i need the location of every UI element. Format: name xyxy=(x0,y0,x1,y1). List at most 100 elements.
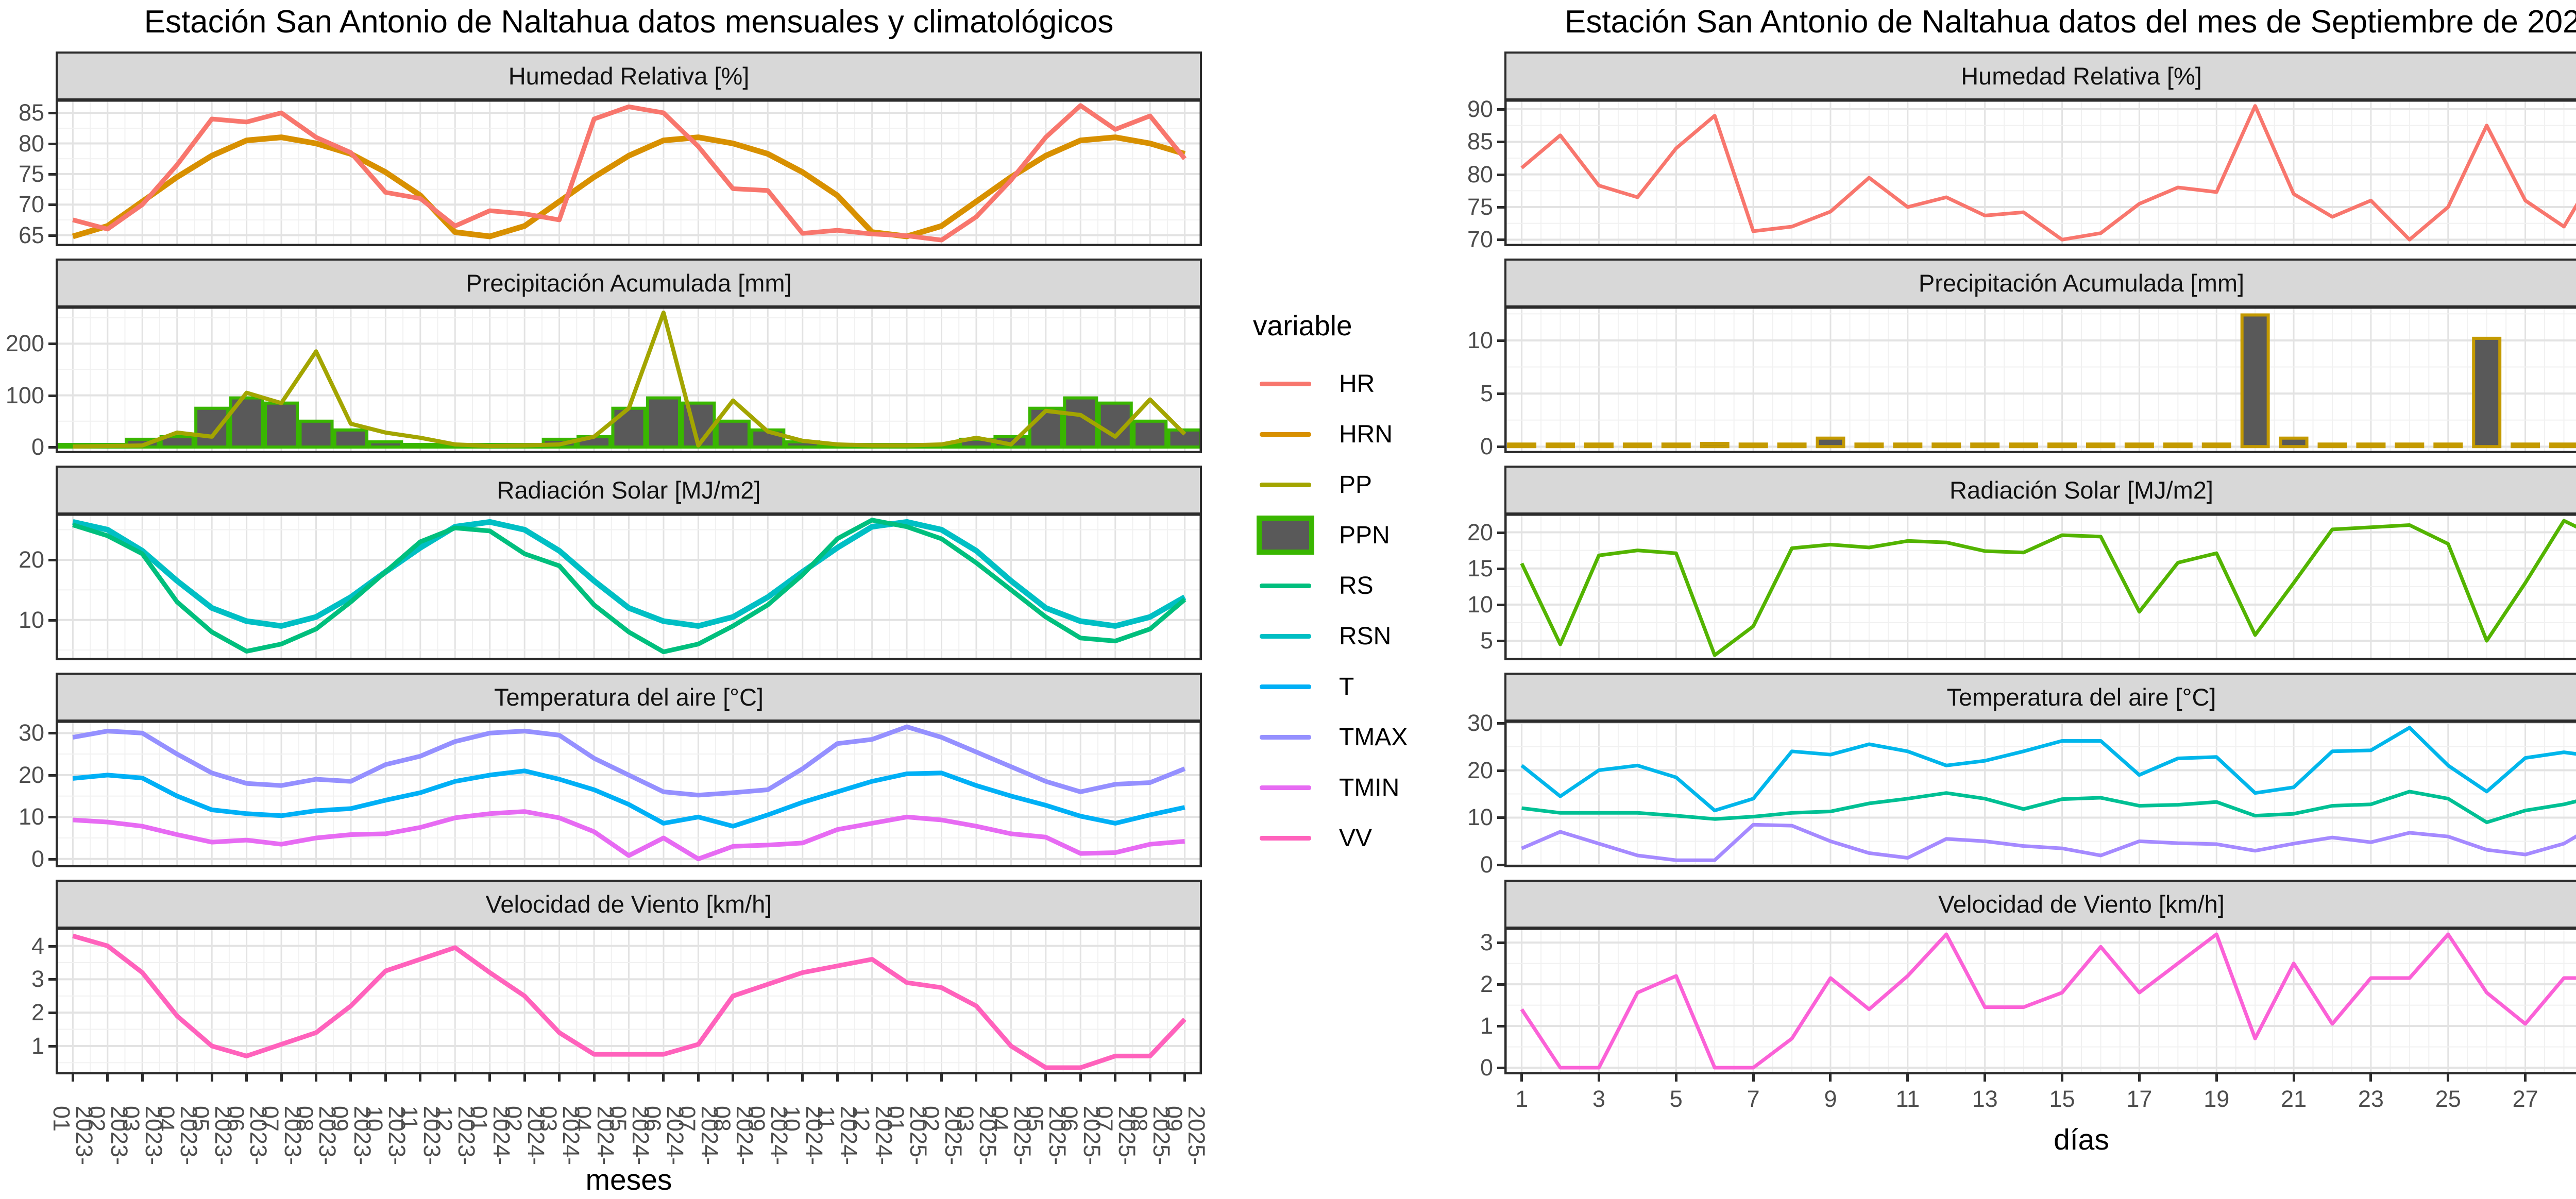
x-tick-mark xyxy=(349,1074,352,1082)
legend-item-label: PPN xyxy=(1339,521,1390,549)
x-tick-mark xyxy=(141,1074,144,1082)
right-chart-title: Estación San Antonio de Naltahua datos d… xyxy=(1564,4,2576,40)
y-tick-mark xyxy=(48,394,56,397)
facet-strip: Velocidad de Viento [km/h] xyxy=(1504,880,2576,929)
y-tick-label: 75 xyxy=(18,160,44,187)
y-tick-label: 2 xyxy=(1480,971,1493,998)
x-tick-mark xyxy=(558,1074,561,1082)
y-tick-mark xyxy=(48,203,56,207)
x-tick-label: 11 xyxy=(1895,1086,1920,1112)
legend-key-TMIN-line xyxy=(1259,785,1311,790)
x-tick-mark xyxy=(488,1074,492,1082)
x-tick-mark xyxy=(419,1074,422,1082)
legend-item-label: T xyxy=(1339,673,1354,700)
y-tick-mark xyxy=(1497,108,1504,111)
y-tick-mark xyxy=(48,1044,56,1048)
y-tick-label: 90 xyxy=(1467,96,1493,122)
facet-panel xyxy=(1504,513,2576,660)
y-tick-label: 0 xyxy=(1480,1054,1493,1081)
legend-item-VV: VV xyxy=(1253,813,1372,863)
y-tick-label: 20 xyxy=(18,761,44,788)
x-tick-mark xyxy=(2524,1074,2527,1082)
series-line-HRN xyxy=(72,134,1186,239)
legend-item-label: HRN xyxy=(1339,420,1393,448)
x-tick-label: 19 xyxy=(2204,1086,2230,1112)
x-tick-mark xyxy=(1114,1074,1117,1082)
x-tick-mark xyxy=(628,1074,630,1082)
x-tick-mark xyxy=(210,1074,213,1082)
y-tick-label: 80 xyxy=(1467,161,1493,187)
facet-panel xyxy=(1504,99,2576,246)
y-tick-mark xyxy=(48,732,56,735)
x-tick-mark xyxy=(940,1074,943,1082)
september-daily-chart: Estación San Antonio de Naltahua datos d… xyxy=(1432,0,2576,1199)
series-line-RSN xyxy=(72,519,1187,629)
y-tick-label: 20 xyxy=(1467,757,1493,783)
legend-key-HR-line xyxy=(1259,381,1311,386)
legend-key-PPN-swatch xyxy=(1256,516,1314,555)
legend-item-HRN: HRN xyxy=(1253,409,1393,459)
legend-item-label: RS xyxy=(1339,572,1374,599)
y-tick-label: 2 xyxy=(31,999,44,1026)
y-tick-mark xyxy=(1497,864,1504,867)
facet-panel xyxy=(1504,306,2576,453)
x-tick-mark xyxy=(1829,1074,1832,1082)
y-tick-label: 65 xyxy=(18,221,44,248)
x-tick-mark xyxy=(245,1074,248,1082)
series-line-RS xyxy=(72,518,1187,655)
series-line-RS xyxy=(1520,519,2576,657)
legend-item-RSN: RSN xyxy=(1253,611,1391,661)
y-tick-mark xyxy=(48,234,56,237)
y-tick-mark xyxy=(48,978,56,981)
y-tick-label: 15 xyxy=(1467,555,1493,581)
series-line-TMIN xyxy=(73,809,1185,862)
y-tick-label: 4 xyxy=(31,932,44,959)
legend-item-label: HR xyxy=(1339,370,1375,398)
y-tick-mark xyxy=(1497,603,1504,606)
y-tick-mark xyxy=(48,1012,56,1015)
legend-item-T: T xyxy=(1253,661,1354,712)
x-tick-mark xyxy=(697,1074,700,1082)
legend-key-RSN-line xyxy=(1259,633,1311,639)
y-tick-label: 100 xyxy=(5,382,44,408)
y-tick-label: 5 xyxy=(1480,627,1493,654)
legend-item-label: TMIN xyxy=(1339,774,1400,801)
y-tick-label: 85 xyxy=(1467,128,1493,155)
legend-item-label: RSN xyxy=(1339,622,1392,650)
x-tick-mark xyxy=(732,1074,735,1082)
y-tick-mark xyxy=(1497,531,1504,534)
y-tick-label: 30 xyxy=(1467,709,1493,736)
legend-item-PP: PP xyxy=(1253,459,1372,510)
y-tick-mark xyxy=(1497,339,1504,342)
facet-panel xyxy=(56,306,1202,453)
legend-key-PP-line xyxy=(1259,482,1311,487)
y-tick-label: 70 xyxy=(1467,226,1493,253)
y-tick-mark xyxy=(1497,141,1504,144)
y-tick-label: 10 xyxy=(1467,804,1493,831)
x-tick-mark xyxy=(871,1074,874,1082)
y-tick-label: 0 xyxy=(31,845,44,872)
x-tick-mark xyxy=(1520,1074,1523,1082)
x-tick-mark xyxy=(662,1074,665,1082)
y-tick-label: 80 xyxy=(18,130,44,157)
legend-item-label: TMAX xyxy=(1339,723,1408,751)
x-tick-label: 3 xyxy=(1592,1086,1605,1112)
y-tick-label: 70 xyxy=(18,191,44,218)
y-tick-mark xyxy=(48,619,56,622)
facet-strip: Temperatura del aire [°C] xyxy=(56,673,1202,722)
legend-key-TMAX-line xyxy=(1259,734,1311,740)
y-tick-mark xyxy=(1497,1025,1504,1028)
facet-panel xyxy=(56,99,1202,246)
y-tick-mark xyxy=(48,945,56,948)
x-tick-mark xyxy=(975,1074,978,1082)
x-tick-mark xyxy=(592,1074,596,1082)
legend-item-HR: HR xyxy=(1253,358,1375,409)
x-tick-mark xyxy=(1044,1074,1047,1082)
y-tick-label: 20 xyxy=(1467,519,1493,545)
facet-strip: Humedad Relativa [%] xyxy=(1504,52,2576,100)
series-line-TMAX xyxy=(72,724,1186,798)
y-tick-mark xyxy=(1497,206,1504,209)
x-tick-label: 9 xyxy=(1824,1086,1837,1112)
x-tick-mark xyxy=(766,1074,769,1082)
